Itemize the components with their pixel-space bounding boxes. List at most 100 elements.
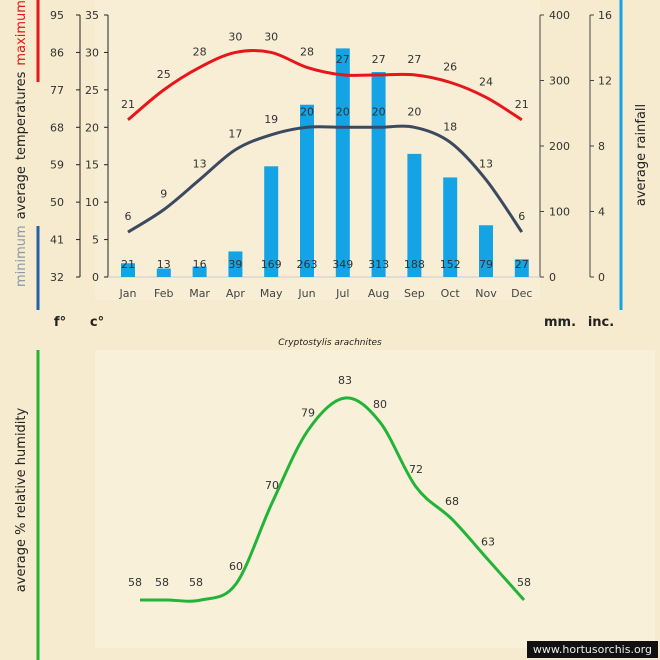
plot-background (95, 0, 540, 300)
celsius-tick-label: 35 (85, 9, 99, 22)
celsius-tick-label: 10 (85, 196, 99, 209)
fahrenheit-tick-label: 32 (50, 271, 64, 284)
mm-tick-label: 300 (549, 75, 570, 88)
rainfall-bar-aug (371, 71, 386, 277)
humidity-label: 79 (301, 406, 315, 419)
humidity-axis-title: average % relative humidity (14, 407, 29, 592)
month-label: Oct (441, 287, 461, 300)
month-label: May (260, 287, 283, 300)
humidity-label: 58 (517, 576, 531, 589)
rainfall-bar-sep (407, 153, 422, 277)
maximum-temperature-label: 30 (264, 30, 278, 43)
celsius-tick-label: 15 (85, 159, 99, 172)
month-label: Jul (335, 287, 349, 300)
rainfall-bar-jun (300, 104, 314, 277)
celsius-unit: c° (90, 315, 104, 330)
celsius-tick-label: 25 (85, 84, 99, 97)
humidity-label: 63 (481, 536, 495, 549)
humidity-label: 58 (189, 576, 203, 589)
humidity-plot-background (95, 350, 655, 648)
species-title: Cryptostylis arachnites (278, 338, 382, 348)
maximum-temperature-label: 28 (193, 45, 207, 58)
month-label: Apr (226, 287, 246, 300)
minimum-temperature-label: 20 (372, 105, 386, 118)
humidity-label: 80 (373, 398, 387, 411)
minimum-temperature-label: 17 (228, 128, 242, 141)
celsius-tick-label: 20 (85, 121, 99, 134)
rainfall-label: 169 (261, 258, 282, 271)
mm-tick-label: 400 (549, 9, 570, 22)
minimum-temperature-line (127, 124, 524, 234)
month-label: Feb (154, 287, 173, 300)
inches-tick-label: 8 (598, 140, 605, 153)
rainfall-bar-jan (121, 263, 135, 277)
rainfall-bar-nov (479, 225, 493, 277)
rainfall-bar-feb (156, 268, 171, 277)
mm-tick-label: 100 (549, 206, 570, 219)
humidity-label: 68 (445, 495, 459, 508)
fahrenheit-tick-label: 68 (50, 121, 64, 134)
minimum-temperature-label: 19 (264, 113, 278, 126)
celsius-tick-label: 0 (92, 271, 99, 284)
month-label: Dec (511, 287, 532, 300)
minimum-temperature-label: 13 (193, 158, 207, 171)
rainfall-label: 39 (228, 258, 242, 271)
celsius-tick-label: 5 (92, 234, 99, 247)
rainfall-label: 16 (193, 258, 207, 271)
minimum-label: minimum (14, 225, 29, 287)
fahrenheit-tick-label: 86 (50, 46, 64, 59)
inches-tick-label: 16 (598, 9, 612, 22)
month-label: Sep (404, 287, 425, 300)
rainfall-label: 79 (479, 258, 493, 271)
maximum-temperature-label: 30 (228, 30, 242, 43)
maximum-temperature-label: 27 (336, 53, 350, 66)
fahrenheit-tick-label: 95 (50, 9, 64, 22)
temperatures-label: temperatures (14, 71, 29, 160)
average-label: average (14, 166, 29, 219)
minimum-temperature-label: 13 (479, 158, 493, 171)
minimum-temperature-label: 20 (336, 105, 350, 118)
humidity-label: 60 (229, 560, 243, 573)
minimum-temperature-label: 18 (443, 120, 457, 133)
month-label: Jan (119, 287, 137, 300)
maximum-temperature-line (127, 49, 523, 122)
fahrenheit-tick-label: 77 (50, 84, 64, 97)
fahrenheit-tick-label: 41 (50, 234, 64, 247)
rainfall-bar-mar (192, 266, 207, 277)
fahrenheit-tick-label: 50 (50, 196, 64, 209)
mm-unit: mm. (544, 315, 576, 330)
humidity-label: 72 (409, 463, 423, 476)
month-label: Mar (189, 287, 210, 300)
minimum-temperature-label: 6 (518, 210, 525, 223)
temperature-axis-title: minimum average temperatures maximum (14, 0, 29, 287)
month-label: Aug (368, 287, 389, 300)
rainfall-bar-may (264, 166, 279, 277)
rainfall-axis-title: average rainfall (634, 104, 649, 206)
rainfall-label: 27 (515, 258, 529, 271)
rainfall-bar-jul (335, 48, 350, 277)
humidity-label: 58 (155, 576, 169, 589)
month-label: Nov (475, 287, 497, 300)
rainfall-label: 21 (121, 258, 135, 271)
rainfall-label: 13 (157, 258, 171, 271)
inches-tick-label: 4 (598, 206, 605, 219)
maximum-label: maximum (14, 0, 29, 66)
maximum-temperature-label: 28 (300, 45, 314, 58)
minimum-temperature-label: 20 (300, 105, 314, 118)
maximum-temperature-label: 27 (372, 53, 386, 66)
humidity-label: 70 (265, 479, 279, 492)
maximum-temperature-label: 25 (157, 68, 171, 81)
rainfall-label: 263 (297, 258, 318, 271)
minimum-temperature-label: 20 (407, 105, 421, 118)
credit-watermark[interactable]: www.hortusorchis.org (526, 641, 658, 658)
fahrenheit-unit: f° (54, 315, 66, 330)
humidity-label: 83 (338, 374, 352, 387)
rainfall-label: 152 (440, 258, 461, 271)
month-label: Jun (297, 287, 315, 300)
fahrenheit-tick-label: 59 (50, 159, 64, 172)
inches-unit: inc. (588, 315, 614, 330)
humidity-line (139, 396, 526, 603)
maximum-temperature-label: 27 (407, 53, 421, 66)
